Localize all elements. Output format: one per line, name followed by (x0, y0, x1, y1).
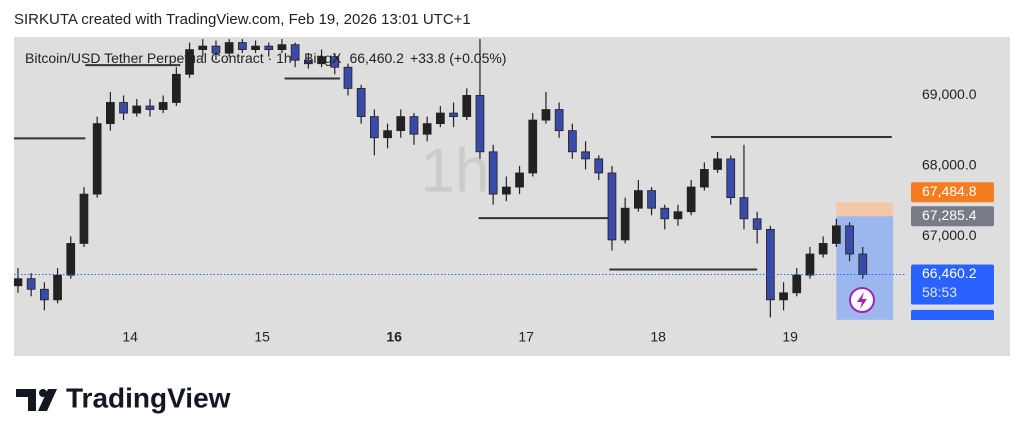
y-tick-label: 68,000.0 (922, 157, 977, 173)
candle-body (818, 243, 828, 255)
candle-body (832, 225, 841, 244)
candle-body (700, 169, 709, 188)
candle-body (251, 45, 260, 51)
candle-body (660, 207, 670, 220)
candle-body (594, 158, 604, 174)
candle-body (792, 274, 802, 294)
candle-body (541, 109, 551, 121)
candle-body (488, 151, 498, 195)
candle-body (779, 292, 788, 301)
price-label-box (911, 206, 994, 227)
price-label: 67,484.8 (922, 183, 977, 199)
candle-body (647, 190, 656, 209)
candle-body (14, 278, 23, 287)
candle-body (132, 105, 142, 114)
candle-body (330, 56, 340, 68)
candle-body (264, 45, 274, 51)
price-label: 66,460.2 (922, 265, 977, 281)
candle-body (449, 112, 458, 117)
candle-body (356, 87, 366, 117)
logo-mark (39, 389, 47, 397)
price-axis: 67,000.0 68,000.0 69,000.0 (922, 86, 977, 243)
candle-body (462, 95, 472, 117)
candle-body (475, 95, 485, 153)
candle-body (383, 130, 392, 139)
price-label-box (911, 264, 994, 305)
candle-body (634, 190, 643, 209)
candle-body (581, 151, 590, 160)
candle-body (158, 102, 168, 110)
legend-price: 66,460.2 (349, 50, 404, 66)
candle-body (858, 253, 868, 275)
candle-body (79, 193, 89, 244)
legend: Bitcoin/USD Tether Perpetual Contract · … (25, 50, 506, 66)
candle-body (766, 228, 775, 301)
candle-body (92, 123, 102, 195)
candle-body (501, 186, 511, 195)
candle-body (726, 158, 736, 199)
candle-body (290, 44, 300, 61)
candle-body (396, 116, 406, 132)
candle-body (752, 218, 762, 230)
candle-body (422, 123, 432, 135)
candle-body (528, 119, 538, 174)
candle-body (845, 225, 854, 255)
logo (16, 389, 57, 411)
candle-body (686, 186, 696, 213)
candle-body (198, 45, 208, 51)
candle-body (237, 42, 247, 51)
x-tick-label: 14 (122, 329, 138, 345)
y-tick-label: 67,000.0 (922, 227, 977, 243)
candle-body (106, 102, 115, 125)
logo-mark (38, 389, 57, 411)
candle-body (185, 49, 194, 75)
x-tick-label: 16 (386, 329, 402, 345)
candle-body (409, 116, 419, 135)
logo-mark (16, 389, 36, 411)
countdown: 58:53 (922, 284, 957, 300)
candle-body (53, 274, 62, 301)
candle-body (224, 42, 234, 54)
x-tick-label: 15 (254, 329, 270, 345)
candle-body (26, 278, 36, 290)
candle-body (607, 172, 617, 241)
candle-body (369, 116, 379, 139)
price-labels: 65,816.467,484.867,285.466,460.258:53 (911, 182, 994, 320)
brand: TradingView (66, 382, 231, 413)
alert-icon-bolt (857, 292, 867, 309)
header: SIRKUTA created with TradingView.com, Fe… (14, 11, 471, 28)
y-tick-label: 69,000.0 (922, 86, 977, 102)
x-tick-label: 17 (518, 329, 534, 345)
candle-body (211, 45, 221, 54)
legend-change: +33.8 (+0.05%) (410, 50, 507, 66)
price-label-box (911, 182, 994, 203)
candle-body (66, 243, 76, 276)
plot (14, 39, 905, 320)
candle-body (805, 253, 815, 276)
candle-body (277, 44, 287, 51)
candle-body (713, 158, 722, 170)
candle-body (673, 211, 683, 220)
x-tick-label: 18 (650, 329, 666, 345)
candle-body (171, 73, 181, 103)
candle-body (554, 109, 564, 132)
candle-body (145, 105, 155, 110)
candle-body (119, 102, 128, 114)
candle-body (317, 56, 326, 65)
candle-body (435, 112, 445, 125)
candle-body (620, 207, 630, 241)
price-label-box (911, 309, 994, 320)
symbol-title: Bitcoin/USD Tether Perpetual Contract · … (25, 50, 342, 66)
candle-body (568, 130, 577, 153)
candle-body (739, 197, 749, 220)
candle-body (343, 66, 353, 89)
candle-body (303, 59, 313, 65)
price-label: 67,285.4 (922, 207, 977, 223)
x-tick-label: 19 (782, 329, 798, 345)
candle-body (515, 172, 524, 188)
target-zone (836, 202, 894, 217)
candle-body (40, 288, 49, 301)
